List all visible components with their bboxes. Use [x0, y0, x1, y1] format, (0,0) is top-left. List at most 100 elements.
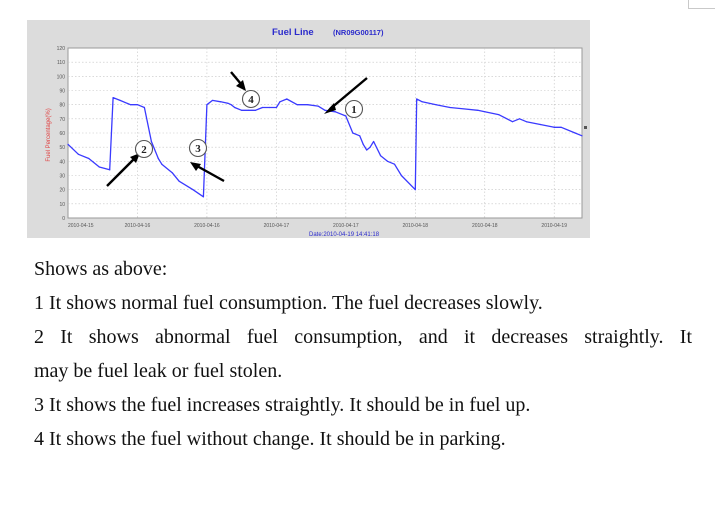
data-point [67, 143, 69, 145]
data-point [129, 104, 132, 106]
data-point [393, 163, 396, 165]
edge-marker-right [584, 126, 587, 129]
data-point [359, 135, 361, 137]
y-tick-label: 40 [59, 159, 65, 165]
item-2-line-2: may be fuel leak or fuel stolen. [34, 360, 283, 382]
data-point [234, 106, 236, 109]
data-point [484, 111, 486, 113]
data-point [414, 189, 416, 191]
data-point [386, 160, 389, 162]
arrowhead-4 [236, 80, 246, 91]
x-tick-labels: 2010-04-15 2010-04-16 2010-04-16 2010-04-17… [68, 223, 567, 229]
arrowhead-2 [130, 153, 140, 163]
data-point [366, 149, 368, 151]
item-1-paragraph: 1 It shows normal fuel consumption. The … [34, 292, 543, 314]
data-point [352, 132, 354, 134]
arrow-1 [329, 77, 368, 110]
y-tick-label: 110 [57, 60, 65, 66]
data-point [171, 172, 173, 174]
data-point [296, 104, 298, 106]
data-point [400, 174, 403, 177]
x-axis-label: Date:2010-04-19 14:41:18 [309, 232, 380, 238]
y-tick-label: 90 [59, 89, 65, 95]
y-tick-label: 120 [57, 46, 66, 52]
data-point [143, 106, 146, 109]
data-point [307, 104, 309, 106]
data-point [435, 104, 437, 106]
data-point [251, 109, 253, 111]
data-point [247, 109, 250, 111]
data-point [498, 113, 500, 116]
data-point [178, 180, 180, 182]
data-point [463, 108, 465, 110]
x-tick-label: 2010-04-16 [125, 223, 151, 229]
data-point [362, 143, 364, 145]
data-point [230, 104, 232, 106]
data-point [560, 126, 562, 128]
data-point [581, 135, 583, 137]
data-point [449, 106, 451, 109]
item-4-paragraph: 4 It shows the fuel without change. It s… [34, 428, 506, 450]
data-point [275, 106, 277, 109]
grid [68, 48, 582, 218]
data-point [334, 111, 337, 113]
data-point [192, 189, 194, 191]
chart-subtitle: (NR09G00117) [333, 28, 384, 37]
annotation-marker-4 [241, 89, 261, 109]
intro-paragraph: Shows as above: [34, 258, 168, 280]
data-point [286, 98, 288, 100]
data-point [112, 96, 114, 99]
data-point [553, 126, 555, 128]
x-tick-label: 2010-04-18 [403, 223, 429, 229]
data-point [241, 109, 243, 111]
y-tick-label: 20 [59, 188, 65, 194]
data-point [157, 157, 159, 160]
data-point [206, 104, 208, 106]
data-point [477, 109, 479, 111]
data-point [416, 98, 418, 100]
data-point [98, 166, 100, 168]
y-tick-labels: 0 10 20 30 40 50 60 70 80 90 100 110 120 [57, 46, 66, 222]
fuel-line-chart: 0 10 20 30 40 50 60 70 80 90 100 110 120 2010-04-15 2… [27, 20, 590, 238]
data-point [77, 153, 80, 155]
item-3-paragraph: 3 It shows the fuel increases straightly… [34, 394, 531, 416]
annotation-label-1: 1 [351, 104, 357, 116]
explanation-text: Shows as above: 1 It shows normal fuel c… [34, 252, 692, 456]
data-point [421, 101, 423, 103]
data-point [227, 102, 229, 104]
data-point [254, 109, 257, 111]
data-point [109, 169, 111, 171]
y-axis-label: Fuel Percentage(%) [46, 108, 52, 161]
x-tick-label: 2010-04-17 [333, 223, 359, 229]
arrowhead-1 [324, 103, 336, 114]
data-point [150, 140, 152, 143]
series-points [67, 96, 583, 198]
y-tick-label: 60 [59, 131, 65, 137]
item-2-line-1: 2 It shows abnormal fuel consumption, an… [34, 326, 692, 348]
fuel-series-line [67, 96, 583, 198]
data-point [518, 118, 521, 120]
data-point [317, 105, 319, 107]
chart-title: Fuel Line [272, 27, 314, 38]
y-tick-label: 50 [59, 145, 65, 151]
data-point [324, 109, 326, 111]
data-point [136, 104, 139, 106]
data-point [369, 146, 371, 148]
data-point [525, 121, 528, 123]
y-tick-label: 100 [57, 74, 66, 80]
data-point [202, 196, 205, 198]
x-tick-label: 2010-04-19 [541, 223, 567, 229]
annotation-label-2: 2 [141, 144, 147, 156]
data-point [119, 99, 121, 102]
data-point [88, 157, 90, 160]
arrowhead-3 [190, 162, 201, 171]
x-tick-label: 2010-04-15 [68, 223, 94, 229]
annotation-label-3: 3 [195, 143, 201, 155]
y-tick-label: 0 [62, 216, 65, 222]
data-point [268, 106, 271, 109]
y-tick-label: 80 [59, 103, 65, 109]
data-point [574, 132, 576, 134]
arrow-2 [106, 157, 136, 187]
data-point [220, 101, 222, 103]
